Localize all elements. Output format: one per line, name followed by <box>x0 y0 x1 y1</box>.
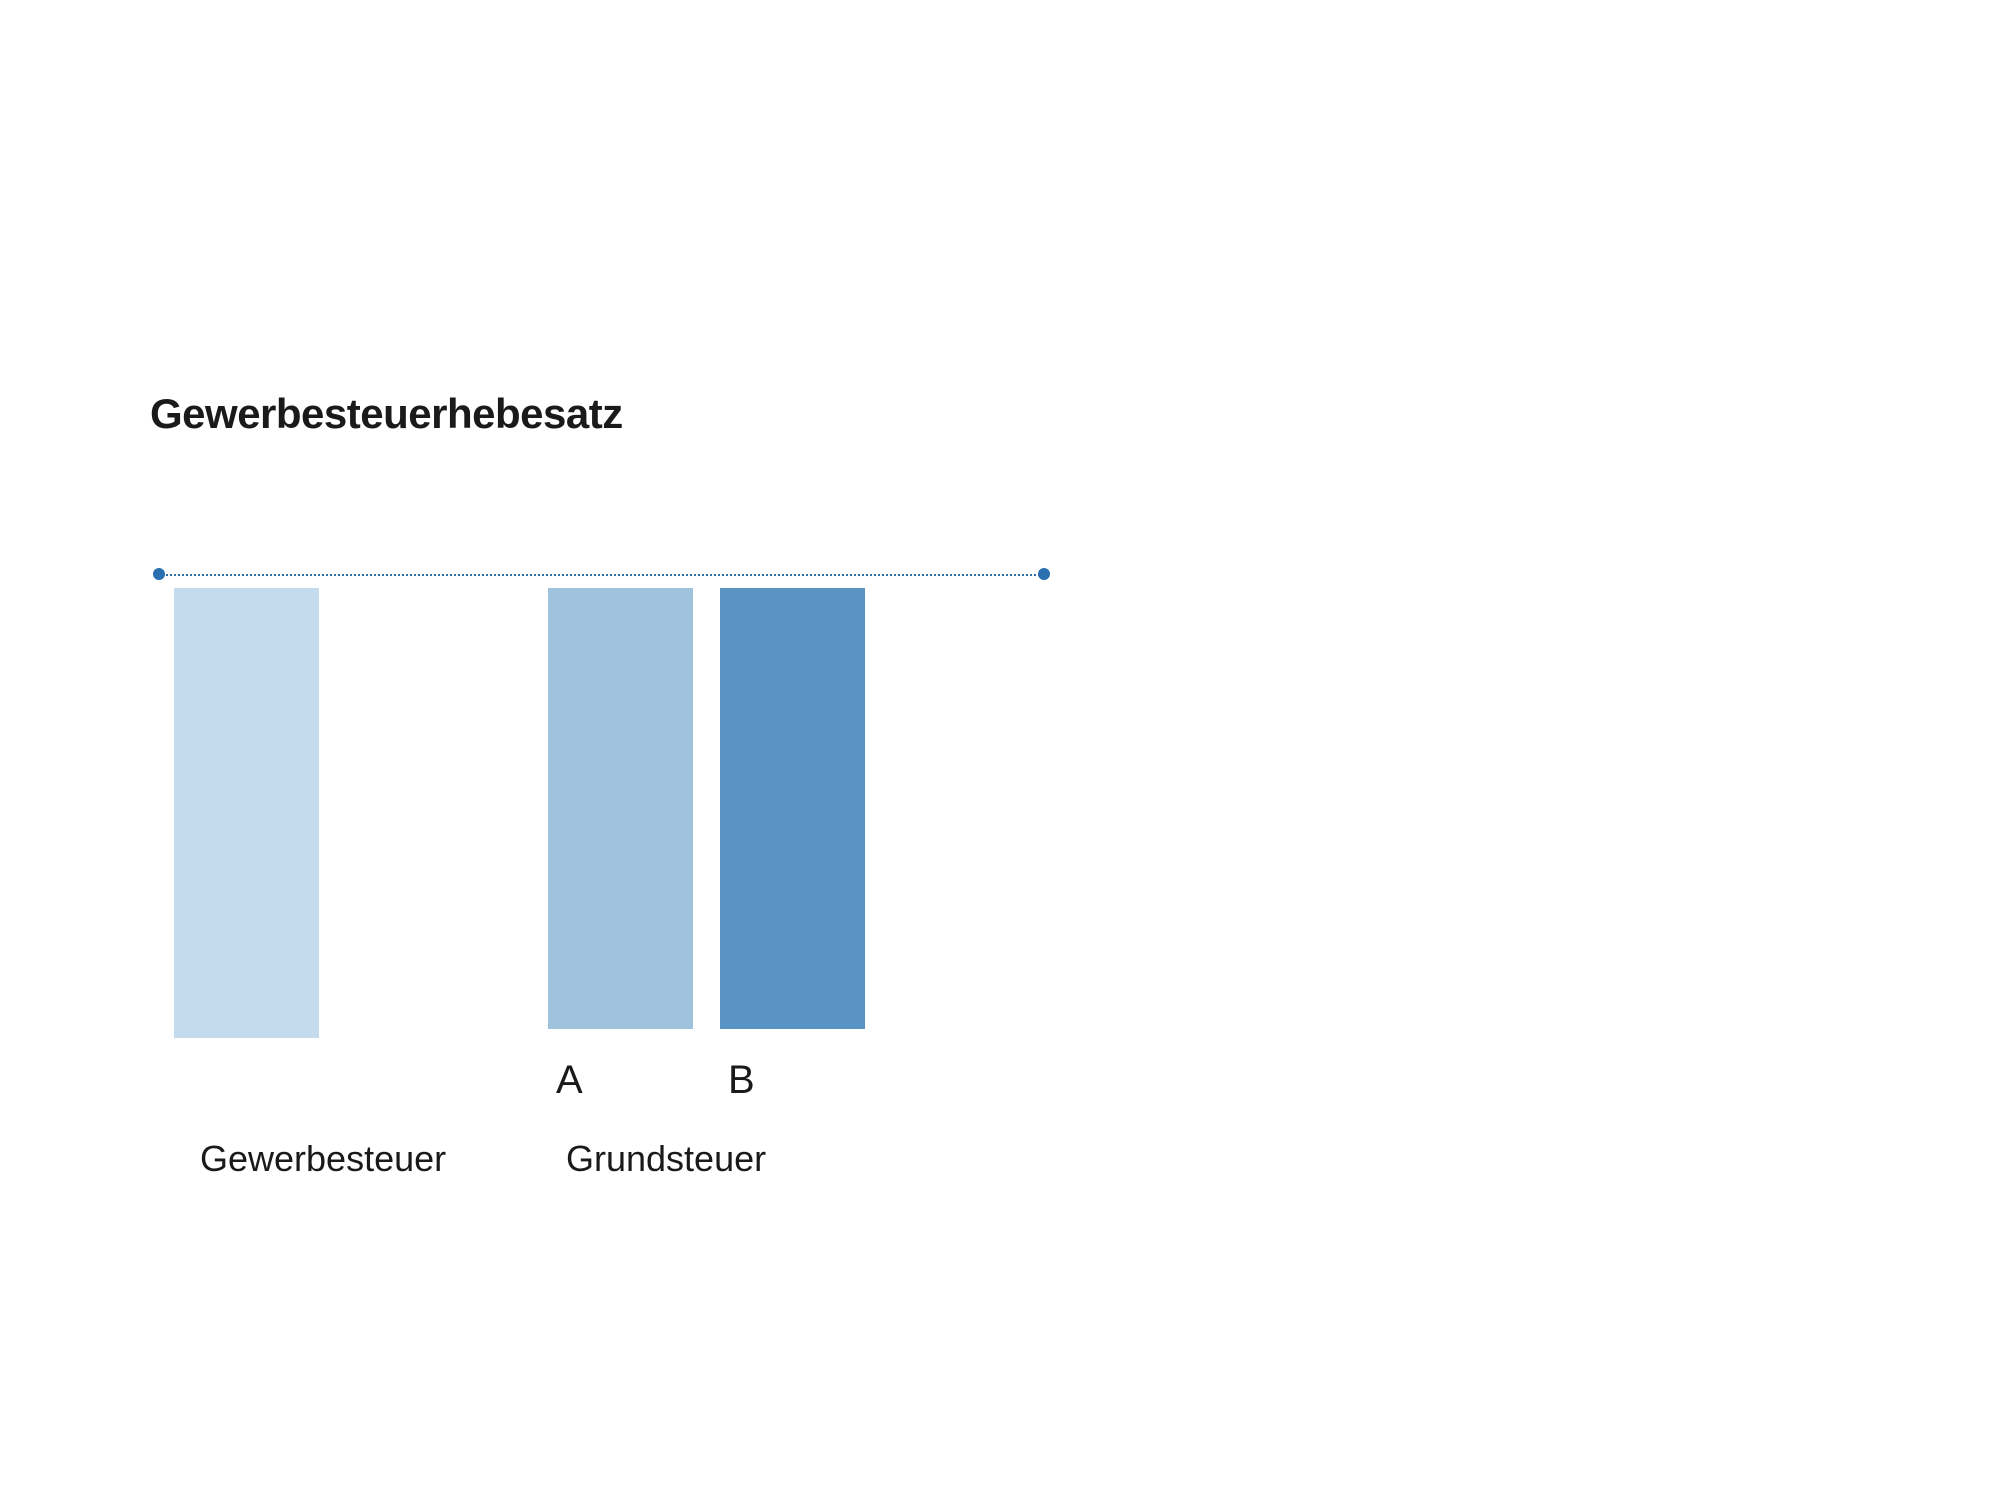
group-label: Gewerbesteuer <box>200 1138 446 1180</box>
bar <box>174 588 319 1038</box>
bar <box>548 588 693 1029</box>
reference-line <box>159 574 1044 576</box>
bar-sub-label: A <box>548 1058 693 1103</box>
group-label: Grundsteuer <box>566 1138 766 1180</box>
chart-container: Gewerbesteuerhebesatz GewerbesteuerABGru… <box>150 390 1050 1038</box>
reference-dot-left <box>153 568 165 580</box>
bar-sub-label: B <box>720 1058 865 1103</box>
bar <box>720 588 865 1029</box>
reference-dot-right <box>1038 568 1050 580</box>
chart-title: Gewerbesteuerhebesatz <box>150 390 1050 438</box>
plot-area: GewerbesteuerABGrundsteuer <box>150 568 1050 1038</box>
